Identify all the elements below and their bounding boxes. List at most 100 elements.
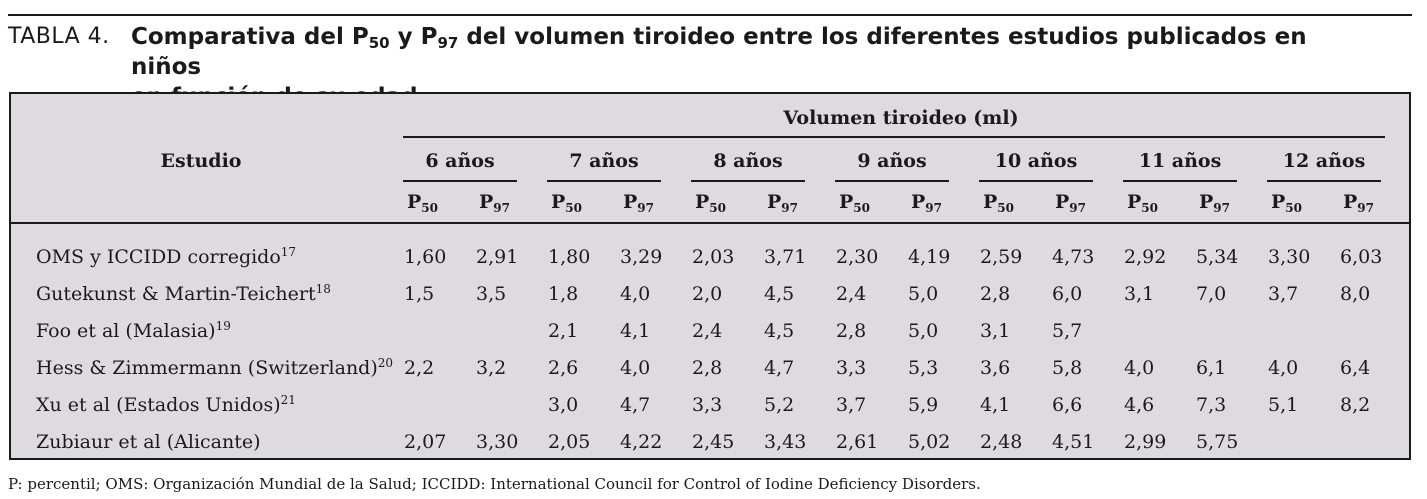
value-cell: 5,1: [1268, 394, 1299, 416]
group-header-rule: [403, 136, 1385, 138]
percentile-letter: P: [407, 191, 422, 213]
value-cell: 2,92: [1124, 246, 1167, 268]
percentile-header: P50: [983, 191, 1033, 215]
value-cell: 5,0: [908, 283, 939, 305]
percentile-header: P97: [911, 191, 961, 214]
percentile-header: P97: [623, 191, 673, 214]
value-cell: 3,30: [476, 431, 519, 453]
age-header: 10 años: [994, 150, 1078, 172]
value-cell: 2,61: [836, 431, 879, 453]
percentile-subscript: 50: [1141, 201, 1158, 215]
value-cell: 5,0: [908, 320, 939, 342]
study-name-cell: Hess & Zimmermann (Switzerland)20: [36, 357, 393, 379]
table-row: Xu et al (Estados Unidos)21 3,0 4,7 3,3 5,2 3…: [11, 394, 1409, 431]
value-cell: 3,0: [548, 394, 579, 416]
study-name: Gutekunst & Martin-Teichert: [36, 283, 316, 305]
table-row: Foo et al (Malasia)19 2,1 4,1 2,4 4,5 2,8 5,0 3…: [11, 320, 1409, 357]
study-name-cell: Xu et al (Estados Unidos)21: [36, 394, 296, 416]
percentile-header: P97: [767, 191, 817, 215]
value-cell: 4,1: [620, 320, 651, 342]
table-row: Hess & Zimmermann (Switzerland)20 2,2 3,2 2…: [11, 357, 1409, 394]
value-cell: 2,03: [692, 246, 735, 268]
percentile-subscript: 50: [853, 201, 870, 215]
percentile-header: P50: [551, 191, 601, 214]
percentile-letter: P: [1127, 191, 1142, 213]
study-name-cell: Foo et al (Malasia)19: [36, 320, 231, 342]
value-cell: 1,8: [548, 283, 579, 305]
percentile-header: P97: [1343, 191, 1393, 214]
percentile-subscript: 97: [781, 201, 798, 215]
percentile-subscript: 50: [421, 201, 438, 215]
value-cell: 6,6: [1052, 394, 1083, 416]
value-cell: 1,60: [404, 246, 447, 268]
study-name: Hess & Zimmermann (Switzerland): [36, 357, 378, 379]
value-cell: 8,0: [1340, 283, 1371, 305]
percentile-subscript: 50: [997, 201, 1014, 215]
value-cell: 4,1: [980, 394, 1011, 416]
value-cell: 2,6: [548, 357, 579, 379]
percentile-header: P50: [1127, 191, 1177, 215]
value-cell: 2,07: [404, 431, 447, 453]
percentile-subscript: 50: [709, 201, 726, 215]
age-header: 11 años: [1138, 150, 1222, 172]
title-part-1: Comparativa del P: [131, 24, 369, 50]
value-cell: 4,0: [620, 357, 651, 379]
age-header-rule: [835, 180, 949, 182]
value-cell: 5,75: [1196, 431, 1239, 453]
value-cell: 4,7: [764, 357, 795, 379]
percentile-header: P50: [695, 191, 745, 215]
value-cell: 1,80: [548, 246, 591, 268]
reference-number: 21: [280, 393, 296, 407]
table-row: OMS y ICCIDD corregido17 1,60 2,91 1,80 3,29…: [11, 246, 1409, 283]
value-cell: 5,2: [764, 394, 795, 416]
title-part-2: y P: [389, 24, 438, 50]
percentile-letter: P: [1199, 191, 1214, 213]
value-cell: 4,6: [1124, 394, 1155, 416]
value-cell: 2,91: [476, 246, 519, 268]
percentile-letter: P: [479, 191, 494, 213]
table-row: Zubiaur et al (Alicante) 2,07 3,30 2,05 4,22…: [11, 431, 1409, 468]
value-cell: 2,8: [980, 283, 1011, 305]
study-name-cell: Gutekunst & Martin-Teichert18: [36, 283, 331, 305]
study-name-cell: OMS y ICCIDD corregido17: [36, 246, 296, 268]
value-cell: 3,1: [1124, 283, 1155, 305]
age-header: 6 años: [425, 150, 495, 172]
value-cell: 3,1: [980, 320, 1011, 342]
value-cell: 3,29: [620, 246, 663, 268]
study-name-cell: Zubiaur et al (Alicante): [36, 431, 261, 453]
percentile-header: P97: [1055, 191, 1105, 214]
age-header-rule: [979, 180, 1093, 182]
value-cell: 3,43: [764, 431, 807, 453]
value-cell: 3,5: [476, 283, 507, 305]
value-cell: 2,48: [980, 431, 1023, 453]
study-name: OMS y ICCIDD corregido: [36, 246, 281, 268]
percentile-letter: P: [623, 191, 638, 213]
percentile-subscript: 50: [1285, 201, 1302, 215]
table-title: Comparativa del P50 y P97 del volumen ti…: [131, 22, 1331, 112]
title-sub-1: 50: [368, 34, 390, 52]
value-cell: 2,2: [404, 357, 435, 379]
value-cell: 8,2: [1340, 394, 1371, 416]
value-cell: 4,7: [620, 394, 651, 416]
percentile-header: P50: [407, 191, 457, 215]
age-header: 9 años: [857, 150, 927, 172]
value-cell: 3,2: [476, 357, 507, 379]
value-cell: 5,7: [1052, 320, 1083, 342]
study-name: Foo et al (Malasia): [36, 320, 216, 342]
value-cell: 6,1: [1196, 357, 1227, 379]
age-header: 7 años: [569, 150, 639, 172]
value-cell: 2,30: [836, 246, 879, 268]
value-cell: 4,19: [908, 246, 951, 268]
value-cell: 4,51: [1052, 431, 1095, 453]
percentile-header: P50: [1271, 191, 1321, 215]
table-row: Gutekunst & Martin-Teichert18 1,5 3,5 1,8 4,…: [11, 283, 1409, 320]
value-cell: 5,3: [908, 357, 939, 379]
age-header: 12 años: [1282, 150, 1366, 172]
value-cell: 7,0: [1196, 283, 1227, 305]
reference-number: 20: [377, 356, 394, 370]
value-cell: 4,5: [764, 283, 795, 305]
value-cell: 5,02: [908, 431, 951, 453]
reference-number: 18: [315, 282, 331, 296]
value-cell: 2,8: [836, 320, 867, 342]
title-part-3: del volumen tiroideo entre los diferente…: [131, 24, 1307, 80]
